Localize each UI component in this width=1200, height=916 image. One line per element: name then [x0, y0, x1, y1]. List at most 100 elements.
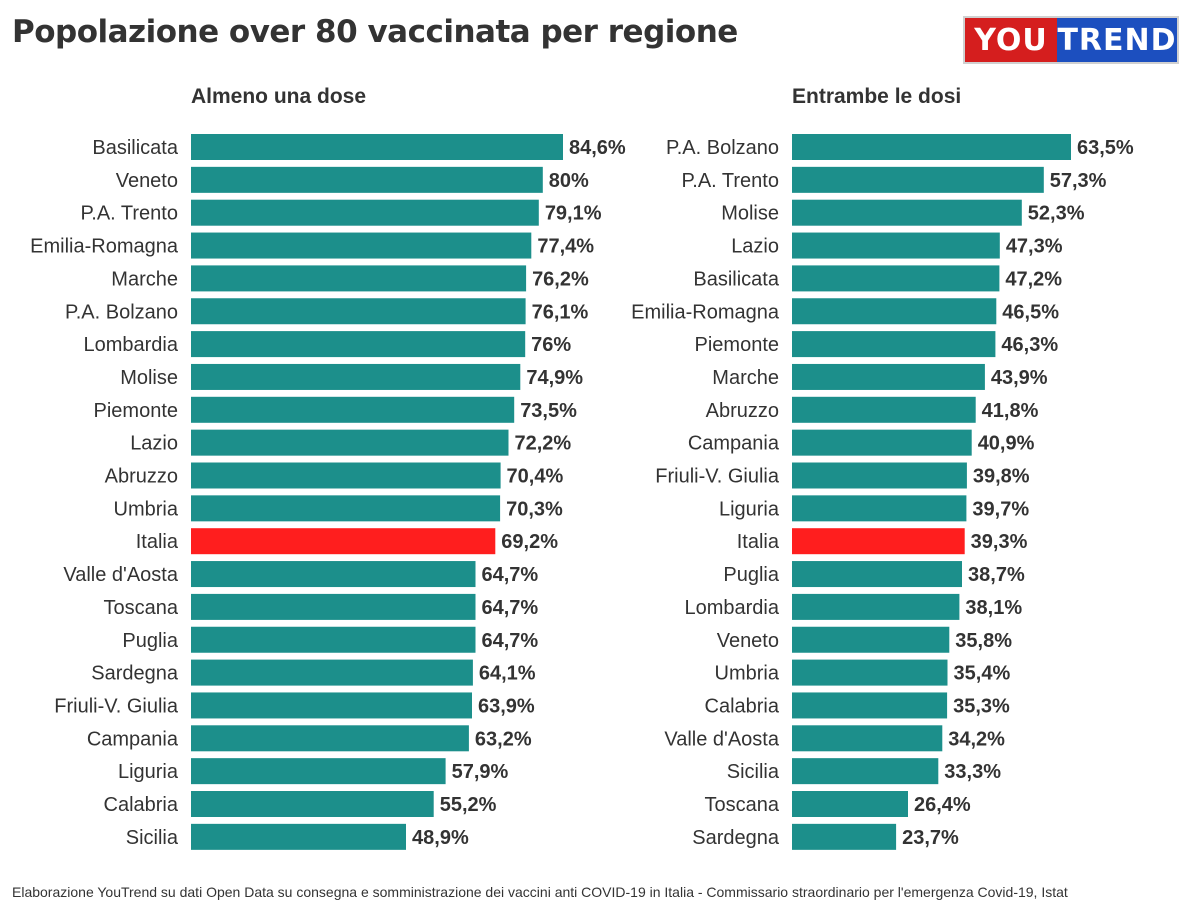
bar — [191, 725, 469, 752]
value-label: 47,3% — [1006, 236, 1063, 258]
bar — [792, 791, 908, 817]
bar — [792, 462, 967, 489]
bar — [792, 626, 950, 653]
category-label: Umbria — [715, 663, 780, 685]
value-label: 64,7% — [481, 564, 538, 586]
category-label: Sicilia — [126, 827, 179, 849]
bar — [792, 758, 939, 785]
value-label: 39,3% — [971, 531, 1028, 553]
category-label: Campania — [87, 728, 179, 750]
bar — [191, 626, 476, 653]
category-label: Liguria — [719, 498, 780, 520]
bar — [792, 134, 1071, 160]
category-label: Valle d'Aosta — [664, 728, 780, 750]
bar — [191, 758, 446, 785]
value-label: 77,4% — [537, 236, 594, 258]
category-label: P.A. Bolzano — [65, 301, 178, 323]
source-note: Elaborazione YouTrend su dati Open Data … — [12, 884, 1068, 900]
category-label: Calabria — [104, 794, 179, 816]
category-label: Veneto — [717, 630, 779, 652]
category-label: Friuli-V. Giulia — [54, 695, 179, 717]
bar — [792, 265, 1000, 292]
panel-entrambe-le-dosi: P.A. Bolzano 63,5% P.A. Trento 57,3% Molise 5… — [631, 134, 1134, 850]
category-label: Campania — [688, 433, 780, 455]
bar — [191, 659, 473, 686]
value-label: 84,6% — [569, 137, 626, 159]
value-label: 70,4% — [507, 466, 564, 488]
value-label: 76% — [531, 334, 571, 356]
value-label: 80% — [549, 170, 589, 192]
category-label: Umbria — [114, 498, 179, 520]
bar — [792, 396, 976, 423]
value-label: 69,2% — [501, 531, 558, 553]
bar — [792, 593, 960, 620]
value-label: 74,9% — [526, 367, 583, 389]
bar — [792, 363, 985, 390]
logo-text-trend: TREND — [1057, 22, 1177, 58]
value-label: 47,2% — [1005, 268, 1062, 290]
value-label: 55,2% — [440, 794, 497, 816]
value-label: 46,3% — [1001, 334, 1058, 356]
category-label: Molise — [721, 203, 779, 225]
category-label: Puglia — [122, 630, 178, 652]
category-label: Valle d'Aosta — [63, 564, 179, 586]
bar — [792, 561, 962, 588]
value-label: 64,7% — [481, 630, 538, 652]
bar — [191, 298, 526, 325]
value-label: 64,7% — [481, 597, 538, 619]
bar — [191, 429, 509, 456]
category-label: Marche — [712, 367, 779, 389]
bar — [792, 166, 1044, 193]
value-label: 46,5% — [1002, 301, 1059, 323]
value-label: 35,8% — [955, 630, 1012, 652]
value-label: 52,3% — [1028, 203, 1085, 225]
bar — [191, 593, 476, 620]
bar — [792, 429, 972, 456]
bar — [191, 823, 406, 850]
category-label: P.A. Bolzano — [666, 137, 779, 159]
category-label: Basilicata — [693, 268, 779, 290]
logo-text-you: YOU — [974, 22, 1048, 58]
bar-highlight — [792, 528, 965, 555]
bar — [191, 199, 539, 226]
value-label: 38,7% — [968, 564, 1025, 586]
value-label: 79,1% — [545, 203, 602, 225]
bar — [191, 232, 532, 259]
bar — [191, 331, 526, 358]
bar — [792, 298, 997, 325]
bar — [191, 462, 501, 489]
category-label: Abruzzo — [105, 466, 178, 488]
value-label: 41,8% — [982, 400, 1039, 422]
bar — [191, 363, 521, 390]
category-label: Lazio — [731, 236, 779, 258]
value-label: 70,3% — [506, 498, 563, 520]
category-label: Marche — [111, 268, 178, 290]
value-label: 73,5% — [520, 400, 577, 422]
panel-almeno-una-dose: Basilicata 84,6% Veneto 80% P.A. Trento 79,1%… — [30, 134, 626, 850]
value-label: 76,2% — [532, 268, 589, 290]
bar — [792, 495, 967, 522]
category-label: Toscana — [705, 794, 780, 816]
value-label: 43,9% — [991, 367, 1048, 389]
bar — [191, 265, 527, 292]
bar — [191, 692, 472, 719]
bar — [191, 396, 515, 423]
bar — [792, 199, 1022, 226]
bar — [792, 331, 996, 358]
category-label: Emilia-Romagna — [631, 301, 780, 323]
bar — [792, 232, 1000, 259]
value-label: 57,3% — [1050, 170, 1107, 192]
bar — [191, 134, 563, 160]
value-label: 23,7% — [902, 827, 959, 849]
value-label: 63,2% — [475, 728, 532, 750]
value-label: 35,4% — [954, 663, 1011, 685]
category-label: Lombardia — [83, 334, 178, 356]
bar — [792, 659, 948, 686]
category-label: Calabria — [705, 695, 780, 717]
value-label: 40,9% — [978, 433, 1035, 455]
value-label: 63,9% — [478, 695, 535, 717]
value-label: 26,4% — [914, 794, 971, 816]
category-label: Lazio — [130, 433, 178, 455]
bar — [792, 823, 897, 850]
